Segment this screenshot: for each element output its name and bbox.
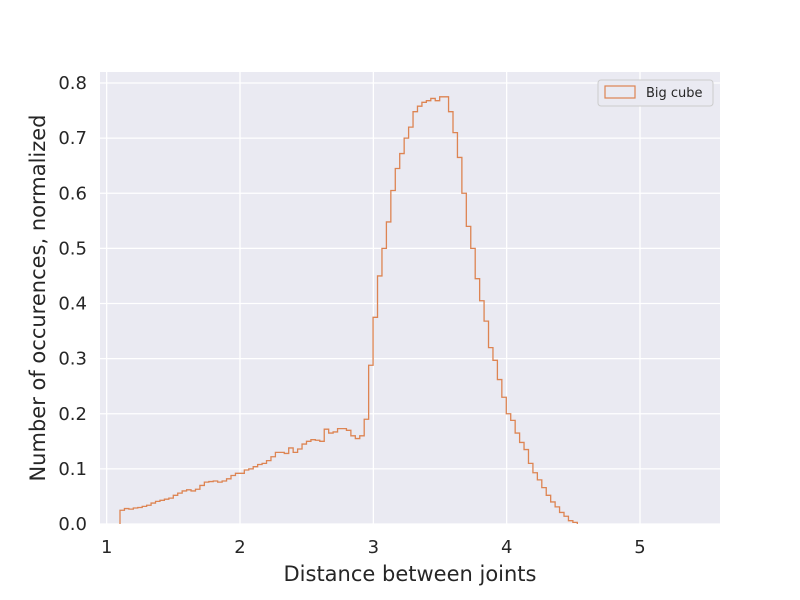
y-tick-label: 0.0: [58, 514, 87, 535]
histogram-series-big-cube: [119, 96, 578, 524]
x-tick-label: 5: [634, 537, 645, 558]
y-tick-label: 0.3: [58, 349, 87, 370]
x-tick-label: 4: [501, 537, 512, 558]
legend: Big cube: [597, 79, 714, 107]
y-tick-label: 0.4: [58, 294, 87, 315]
y-tick-label: 0.7: [58, 128, 87, 149]
x-tick-label: 3: [368, 537, 379, 558]
y-tick-label: 0.2: [58, 404, 87, 425]
y-tick-label: 0.8: [58, 73, 87, 94]
y-tick-label: 0.5: [58, 238, 87, 259]
y-tick-label: 0.6: [58, 183, 87, 204]
y-axis-ticks: 0.0 0.1 0.2 0.3 0.4 0.5 0.6 0.7 0.8: [58, 73, 87, 535]
y-tick-label: 0.1: [58, 459, 87, 480]
x-tick-label: 1: [101, 537, 112, 558]
legend-label-big-cube: Big cube: [646, 86, 703, 101]
x-axis-label: Distance between joints: [284, 562, 537, 586]
legend-swatch-big-cube: [604, 85, 636, 99]
y-axis-label: Number of occurences, normalized: [26, 114, 50, 481]
x-tick-label: 2: [234, 537, 245, 558]
x-axis-ticks: 1 2 3 4 5: [101, 537, 646, 558]
plot-background: [100, 72, 720, 524]
